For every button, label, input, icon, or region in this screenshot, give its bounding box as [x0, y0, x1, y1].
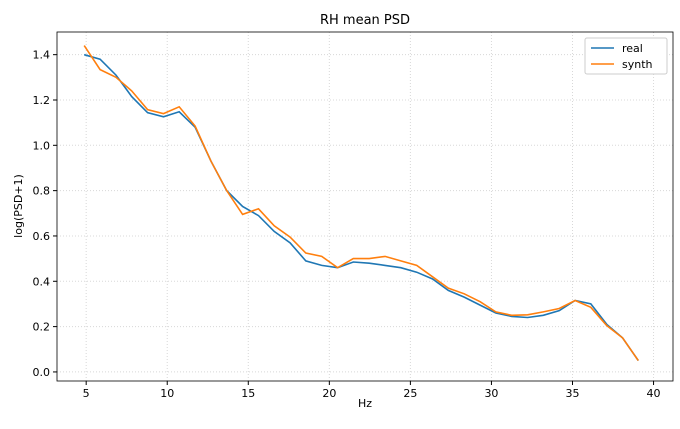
x-tick-label: 40 [647, 387, 661, 400]
series-group [83, 45, 639, 362]
ticks: 5 10 15 20 25 30 35 40 0.0 0.2 0.4 0.6 0.8 1.0 1.2 1.4 [33, 49, 661, 400]
legend-box [584, 37, 668, 75]
axes-frame [56, 31, 674, 382]
legend-label-real: real [622, 42, 643, 55]
series-line-synth [83, 45, 639, 362]
x-tick-label: 25 [403, 387, 417, 400]
x-tick-label: 30 [484, 387, 498, 400]
x-tick-label: 35 [565, 387, 579, 400]
grid [57, 32, 673, 381]
x-tick-label: 20 [322, 387, 336, 400]
y-tick-label: 0.6 [33, 230, 51, 243]
chart-title: RH mean PSD [320, 13, 410, 28]
y-axis-label: log(PSD+1) [12, 174, 25, 238]
y-tick-label: 1.0 [33, 139, 51, 152]
y-tick-label: 0.0 [33, 366, 51, 379]
series-line-real [83, 53, 639, 362]
y-tick-label: 1.2 [33, 94, 51, 107]
x-axis-label: Hz [358, 397, 372, 410]
y-tick-label: 0.4 [33, 275, 51, 288]
x-tick-label: 10 [160, 387, 174, 400]
x-tick-label: 5 [83, 387, 90, 400]
y-tick-label: 0.8 [33, 185, 51, 198]
legend-label-synth: synth [622, 58, 653, 71]
y-tick-label: 0.2 [33, 321, 51, 334]
y-tick-label: 1.4 [33, 49, 51, 62]
x-tick-label: 15 [241, 387, 255, 400]
legend: real synth [584, 37, 668, 75]
